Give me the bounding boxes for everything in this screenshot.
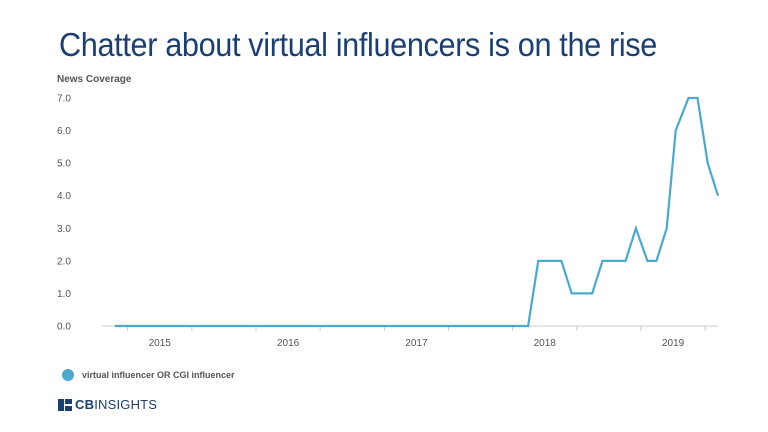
legend-label: virtual influencer OR CGI influencer	[82, 370, 235, 380]
legend-swatch	[62, 369, 74, 381]
y-tick-label: 6.0	[57, 126, 71, 137]
y-tick-label: 3.0	[57, 224, 71, 235]
x-tick-label: 2017	[405, 338, 428, 349]
y-tick-label: 1.0	[57, 289, 71, 300]
y-tick-label: 0.0	[57, 322, 71, 333]
x-tick-label: 2019	[662, 338, 685, 349]
series-line	[114, 96, 720, 328]
y-tick-label: 7.0	[57, 94, 71, 105]
brand-name: CBINSIGHTS	[75, 397, 157, 412]
x-tick-label: 2016	[277, 338, 300, 349]
y-tick-label: 4.0	[57, 191, 71, 202]
y-axis-title: News Coverage	[57, 74, 132, 85]
brand-name-rest: INSIGHTS	[94, 397, 158, 412]
x-axis: 2015 2016 2017 2018 2019	[102, 325, 718, 349]
page-title: Chatter about virtual influencers is on …	[59, 26, 657, 63]
brand-name-bold: CB	[75, 397, 95, 412]
y-tick-label: 2.0	[57, 256, 71, 267]
cb-insights-logo-icon	[58, 398, 72, 411]
x-tick-label: 2015	[149, 338, 172, 349]
brand-logo: CBINSIGHTS	[58, 397, 157, 412]
x-tick-label: 2018	[534, 338, 557, 349]
series-layer	[114, 96, 720, 328]
y-axis: 0.0 1.0 2.0 3.0 4.0 5.0 6.0 7.0	[57, 94, 71, 333]
y-tick-label: 5.0	[57, 159, 71, 170]
legend: virtual influencer OR CGI influencer	[62, 369, 235, 381]
